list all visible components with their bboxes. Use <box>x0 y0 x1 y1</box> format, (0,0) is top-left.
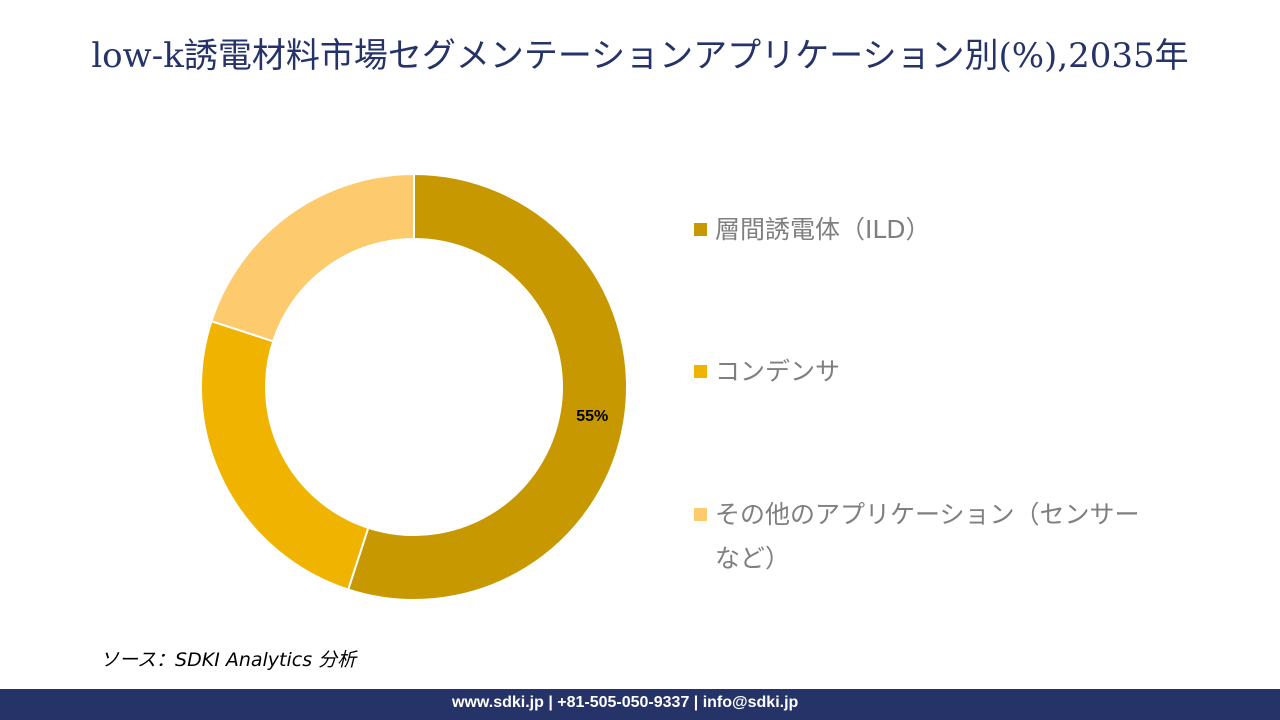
data-label: 55% <box>576 408 608 425</box>
legend-item-other: その他のアプリケーション（センサー など） <box>694 493 1140 581</box>
source-note: ソース：SDKI Analytics 分析 <box>100 649 357 671</box>
chart-title: low-k誘電材料市場セグメンテーションアプリケーション別(%),2035年 <box>91 36 1189 76</box>
legend-item-ild: 層間誘電体（ILD） <box>694 208 931 252</box>
legend-label: その他のアプリケーション（センサー <box>715 500 1140 529</box>
donut-slice <box>210 172 415 343</box>
legend-swatch <box>694 507 707 521</box>
legend-label: 層間誘電体（ILD） <box>715 215 931 244</box>
footer-bar: www.sdki.jp | +81-505-050-9337 | info@sd… <box>0 689 1280 720</box>
donut-slice <box>200 319 370 591</box>
legend-swatch <box>694 222 707 236</box>
legend-label: コンデンサ <box>715 357 841 386</box>
legend-label-cont: など） <box>715 544 791 573</box>
footer-contact: www.sdki.jp | +81-505-050-9337 | info@sd… <box>452 694 799 711</box>
donut-slice <box>346 172 628 601</box>
legend-swatch <box>694 364 707 378</box>
legend-item-capacitor: コンデンサ <box>694 350 840 394</box>
